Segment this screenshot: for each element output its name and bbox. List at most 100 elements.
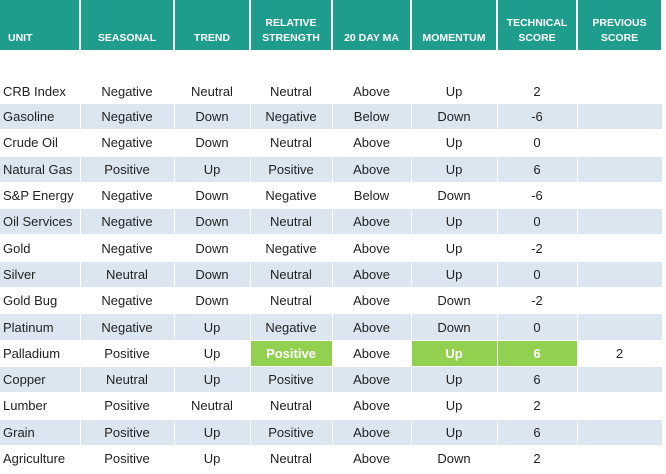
table-cell: Up — [411, 261, 498, 289]
table-cell: Above — [332, 445, 412, 473]
table-cell: -6 — [497, 182, 578, 210]
column-header: TECHNICAL SCORE — [497, 0, 578, 50]
table-cell: 6 — [497, 340, 578, 367]
table-cell: Positive — [80, 392, 175, 420]
table-row: Palladium Positive Up Positive Above Up 6 2 — [0, 340, 663, 367]
table-cell: S&P Energy — [0, 182, 81, 210]
table-row: Silver Neutral Down Neutral Above Up 0 — [0, 261, 663, 289]
column-header: RELATIVE STRENGTH — [250, 0, 333, 50]
table-cell: Above — [332, 234, 412, 262]
empty-cell — [577, 208, 663, 236]
table-cell: Up — [411, 392, 498, 420]
table-cell: Up — [411, 340, 498, 367]
table-cell: Above — [332, 419, 412, 446]
table-cell: Above — [332, 287, 412, 315]
column-header: PREVIOUS SCORE — [577, 0, 663, 50]
table-cell: Positive — [80, 445, 175, 473]
table-cell: 2 — [577, 340, 663, 367]
table-cell: Up — [411, 129, 498, 157]
empty-cell — [577, 103, 663, 131]
table-cell: Negative — [250, 234, 333, 262]
empty-cell — [577, 50, 663, 104]
table-cell: Negative — [80, 103, 175, 131]
table-cell: CRB Index — [0, 50, 81, 104]
table-cell: Above — [332, 50, 412, 104]
table-cell: Down — [174, 287, 251, 315]
column-header: SEASONAL — [80, 0, 175, 50]
table-cell: Agriculture — [0, 445, 81, 473]
empty-cell — [577, 129, 663, 157]
table-row: Copper Neutral Up Positive Above Up 6 — [0, 366, 663, 394]
table-cell: Gasoline — [0, 103, 81, 131]
table-cell: Below — [332, 103, 412, 131]
column-header: 20 DAY MA — [332, 0, 412, 50]
table-cell: Up — [411, 156, 498, 183]
table-cell: 2 — [497, 50, 578, 104]
table-cell: Above — [332, 366, 412, 394]
table-cell: Up — [411, 208, 498, 236]
table-row: Oil Services Negative Down Neutral Above Up 0 — [0, 208, 663, 236]
empty-cell — [577, 419, 663, 446]
table-cell: Grain — [0, 419, 81, 446]
empty-cell — [577, 445, 663, 473]
table-row: Gold Negative Down Negative Above Up -2 — [0, 234, 663, 262]
table-cell: Negative — [250, 182, 333, 210]
table-row: Crude Oil Negative Down Neutral Above Up 0 — [0, 129, 663, 157]
empty-cell — [577, 182, 663, 210]
table-cell: Negative — [80, 234, 175, 262]
table-cell: Neutral — [174, 50, 251, 104]
table-cell: Above — [332, 156, 412, 183]
table-cell: Above — [332, 261, 412, 289]
table-cell: 0 — [497, 208, 578, 236]
table-row: Agriculture Positive Up Neutral Above Down 2 — [0, 445, 663, 473]
empty-cell — [577, 156, 663, 183]
table-cell: Up — [411, 419, 498, 446]
table-cell: Negative — [250, 103, 333, 131]
table-cell: Down — [411, 313, 498, 341]
table-row: Lumber Positive Neutral Neutral Above Up 2 — [0, 392, 663, 420]
table-cell: Neutral — [80, 261, 175, 289]
table-cell: Down — [174, 129, 251, 157]
table-cell: Up — [174, 445, 251, 473]
table-row: CRB Index Negative Neutral Neutral Above Up 2 — [0, 50, 663, 104]
table-cell: Down — [411, 445, 498, 473]
table-cell: Negative — [80, 182, 175, 210]
column-header: UNIT — [0, 0, 81, 50]
table-cell: Down — [174, 234, 251, 262]
table-row: Grain Positive Up Positive Above Up 6 — [0, 419, 663, 446]
table-cell: Down — [174, 182, 251, 210]
header-row: UNIT SEASONAL TREND RELATIVE STRENGTH 20 DAY… — [0, 0, 663, 50]
table-cell: Negative — [80, 313, 175, 341]
column-header: TREND — [174, 0, 251, 50]
table-cell: 2 — [497, 445, 578, 473]
table-cell: Above — [332, 340, 412, 367]
table-row: Platinum Negative Up Negative Above Down 0 — [0, 313, 663, 341]
empty-cell — [577, 287, 663, 315]
table-cell: Gold Bug — [0, 287, 81, 315]
table-cell: 6 — [497, 366, 578, 394]
table-cell: Up — [174, 313, 251, 341]
table-cell: Up — [411, 366, 498, 394]
table-cell: -2 — [497, 234, 578, 262]
table-cell: 0 — [497, 129, 578, 157]
table-cell: Lumber — [0, 392, 81, 420]
table-cell: Negative — [80, 129, 175, 157]
table-cell: Neutral — [250, 208, 333, 236]
table-row: Natural Gas Positive Up Positive Above Up 6 — [0, 156, 663, 183]
table-cell: 6 — [497, 419, 578, 446]
table-cell: Positive — [250, 156, 333, 183]
table-cell: Negative — [80, 208, 175, 236]
table-cell: Negative — [80, 287, 175, 315]
table-cell: Down — [174, 103, 251, 131]
table-cell: Neutral — [174, 392, 251, 420]
table-cell: Up — [174, 419, 251, 446]
table-cell: Positive — [250, 340, 333, 367]
table-row: Gold Bug Negative Down Neutral Above Down -2 — [0, 287, 663, 315]
empty-cell — [577, 234, 663, 262]
table-cell: Neutral — [250, 287, 333, 315]
table-cell: 6 — [497, 156, 578, 183]
table-cell: Negative — [80, 50, 175, 104]
table-cell: Below — [332, 182, 412, 210]
